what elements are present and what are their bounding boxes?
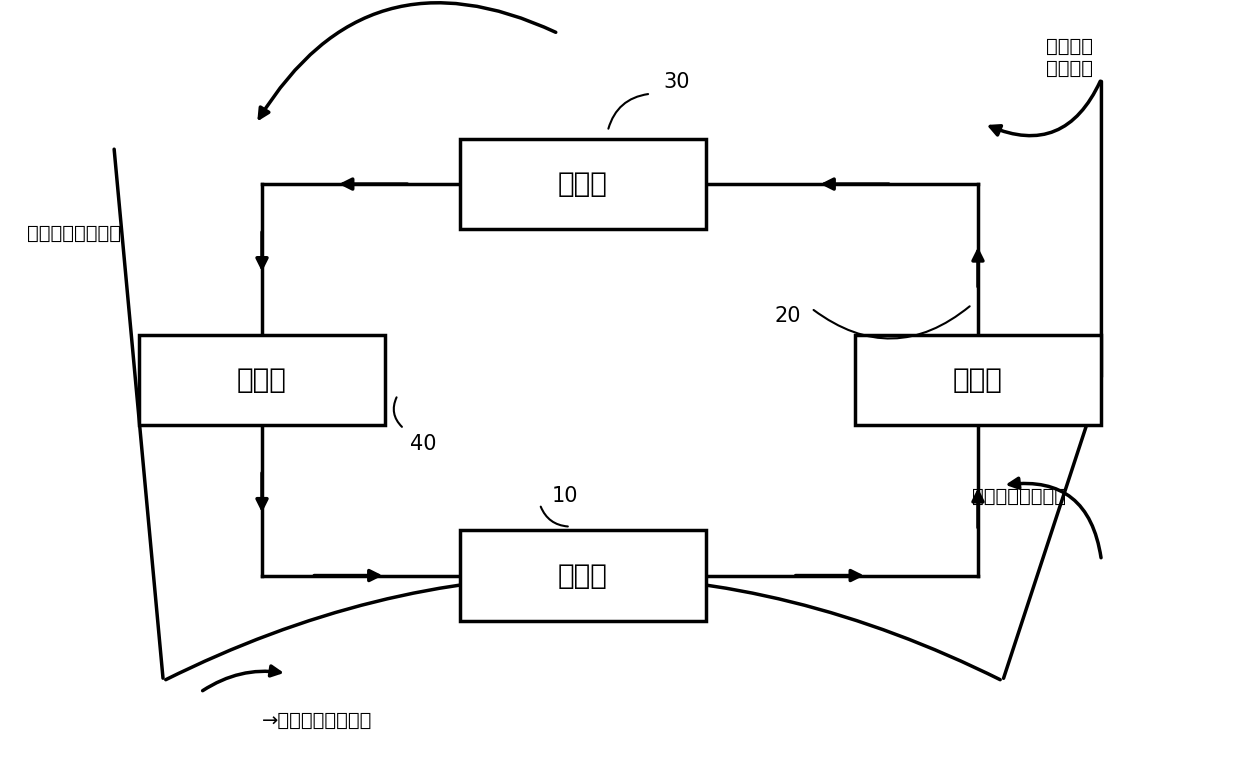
- Text: 制冷剂液体的流向: 制冷剂液体的流向: [27, 223, 122, 242]
- Bar: [854, 335, 1101, 425]
- Text: 制冷剂气体的流向: 制冷剂气体的流向: [972, 487, 1066, 506]
- Text: 40: 40: [410, 434, 436, 454]
- Text: 30: 30: [663, 72, 689, 93]
- Bar: [139, 335, 386, 425]
- Text: 压缩机: 压缩机: [954, 366, 1003, 394]
- Text: 10: 10: [552, 487, 579, 506]
- Text: →制冷剂液体的流向: →制冷剂液体的流向: [262, 710, 372, 729]
- Bar: [460, 139, 707, 229]
- Text: 制冷剂气
体的流向: 制冷剂气 体的流向: [1045, 37, 1092, 78]
- Text: 20: 20: [774, 306, 801, 326]
- Bar: [460, 531, 707, 621]
- Text: 节流器: 节流器: [237, 366, 286, 394]
- Text: 冷凝器: 冷凝器: [558, 170, 608, 198]
- Text: 蒸发器: 蒸发器: [558, 562, 608, 590]
